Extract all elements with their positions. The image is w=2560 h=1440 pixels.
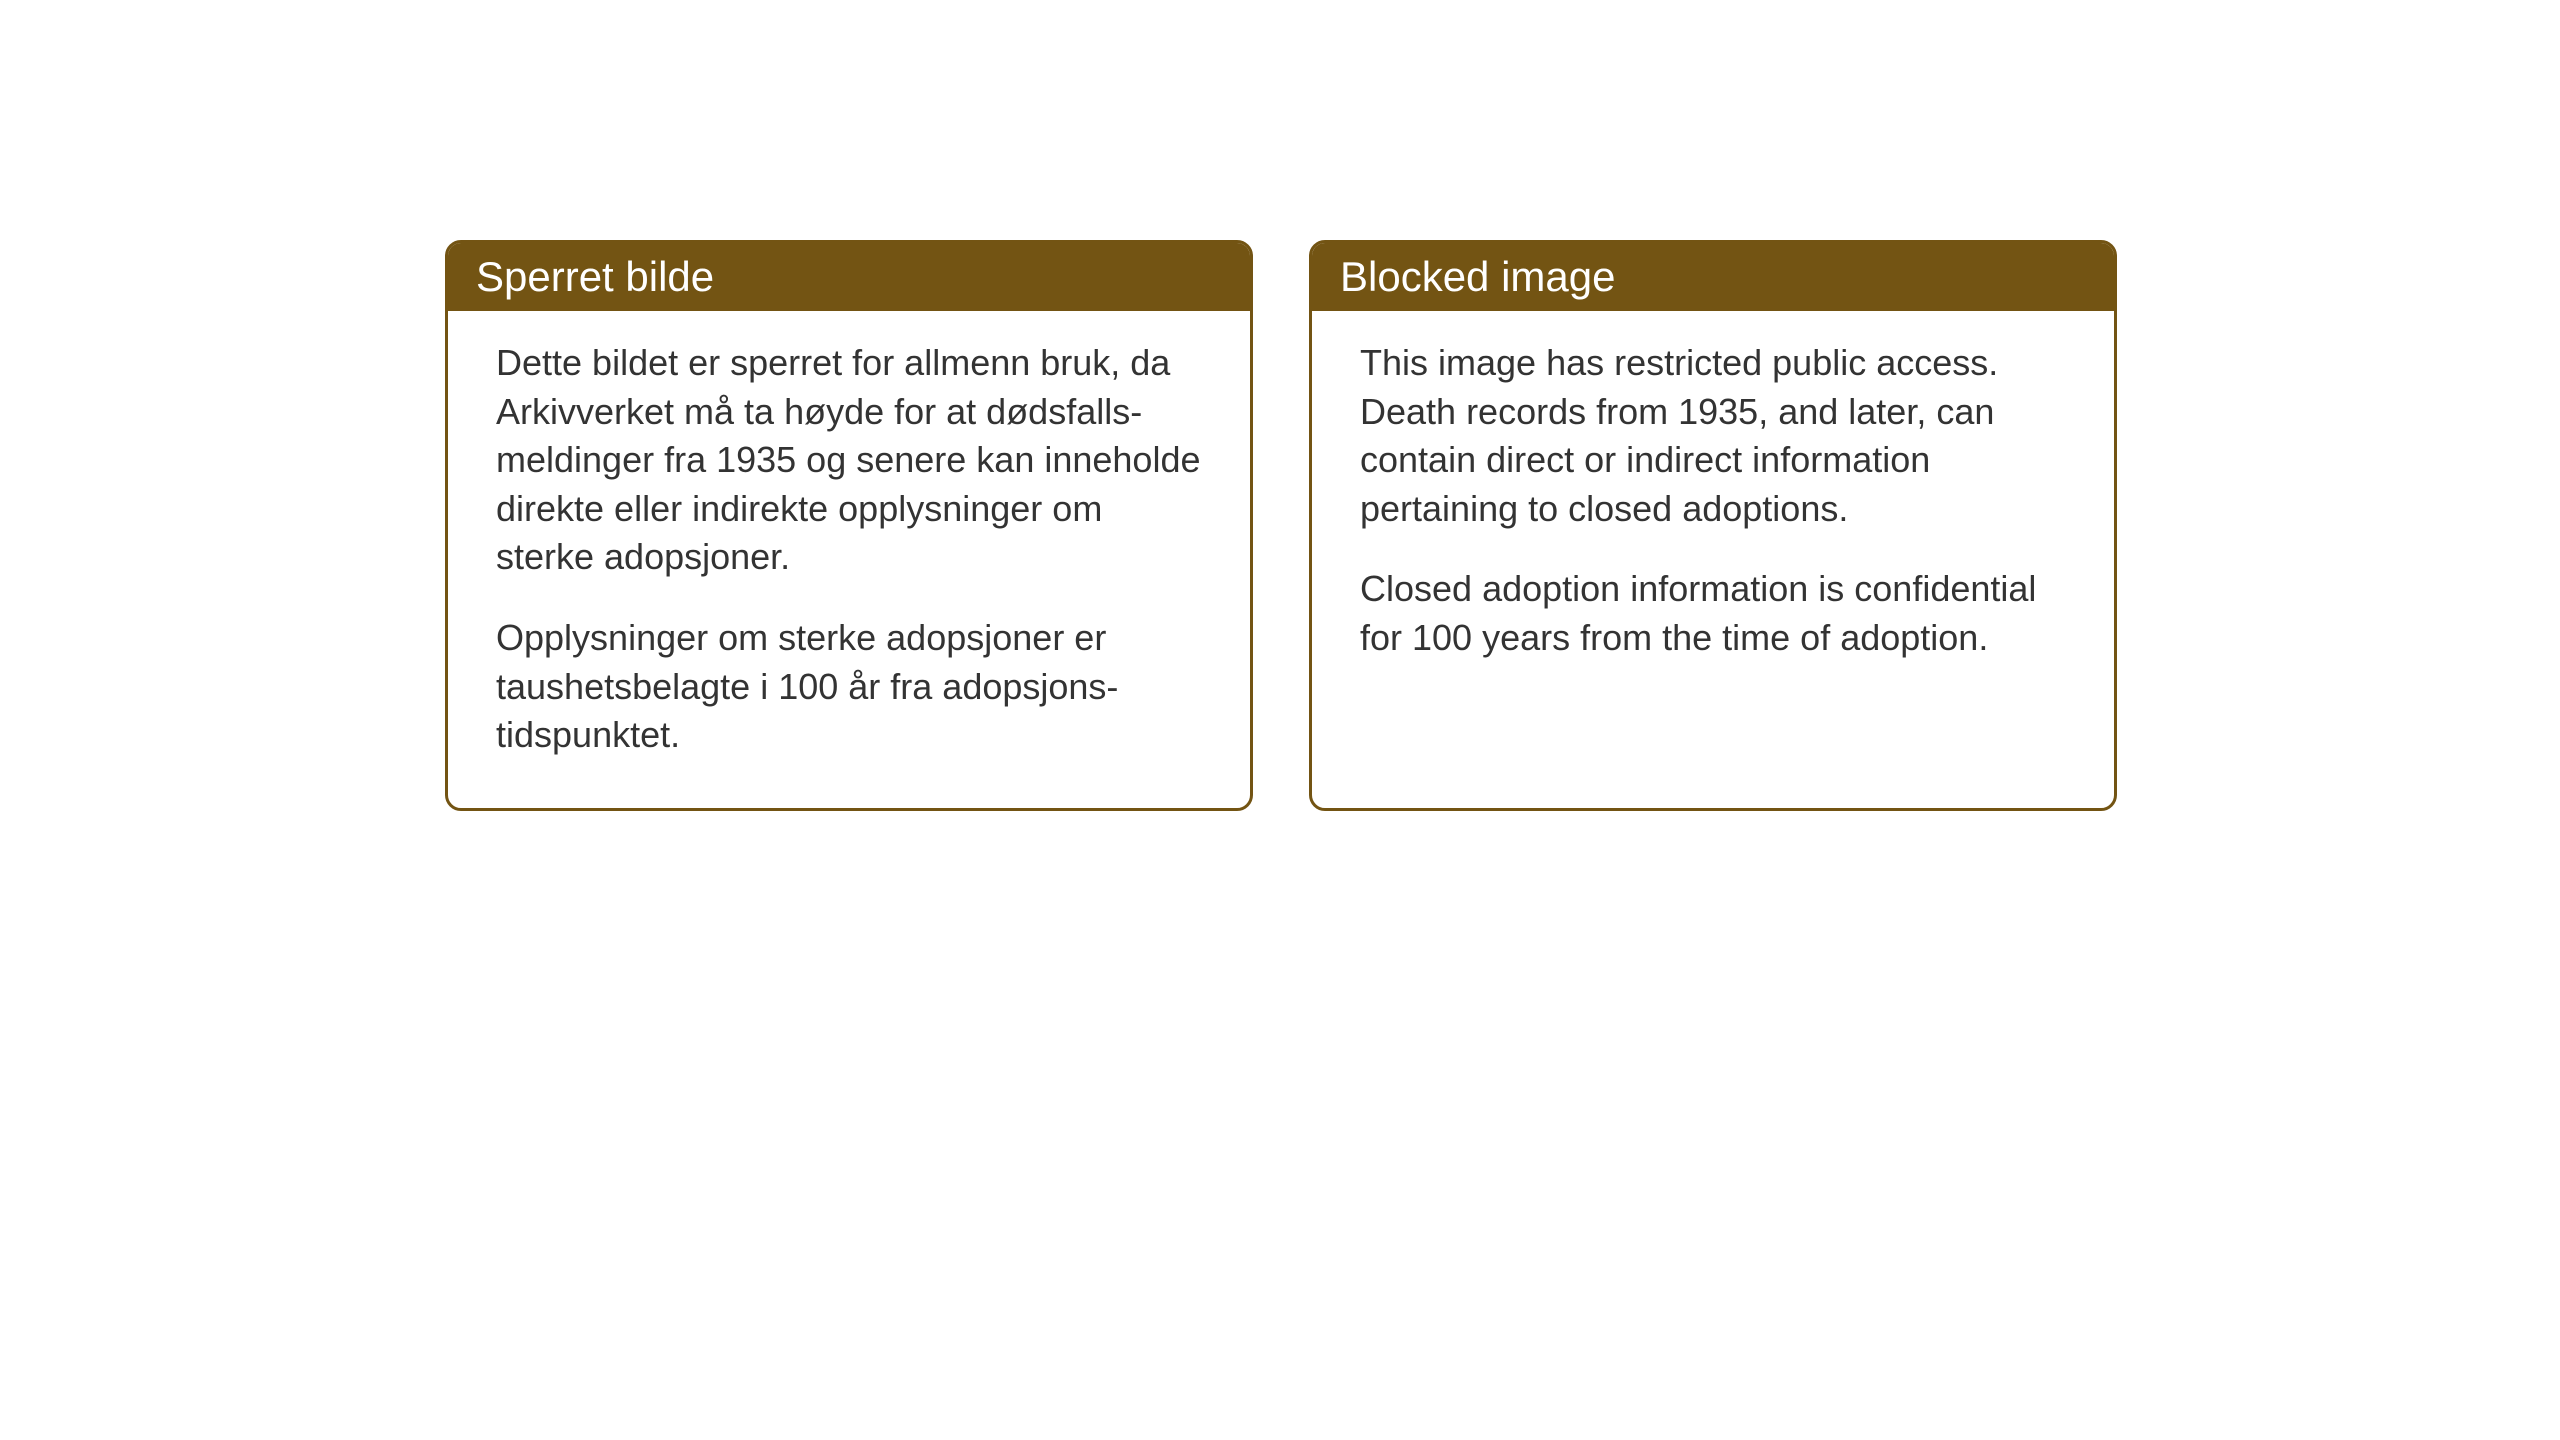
notice-container: Sperret bilde Dette bildet er sperret fo… (445, 240, 2117, 811)
english-notice-card: Blocked image This image has restricted … (1309, 240, 2117, 811)
norwegian-paragraph-1: Dette bildet er sperret for allmenn bruk… (496, 339, 1202, 582)
english-card-body: This image has restricted public access.… (1312, 311, 2114, 711)
english-paragraph-2: Closed adoption information is confident… (1360, 565, 2066, 662)
norwegian-card-body: Dette bildet er sperret for allmenn bruk… (448, 311, 1250, 808)
norwegian-notice-card: Sperret bilde Dette bildet er sperret fo… (445, 240, 1253, 811)
norwegian-paragraph-2: Opplysninger om sterke adopsjoner er tau… (496, 614, 1202, 760)
english-paragraph-1: This image has restricted public access.… (1360, 339, 2066, 533)
norwegian-card-title: Sperret bilde (448, 243, 1250, 311)
english-card-title: Blocked image (1312, 243, 2114, 311)
